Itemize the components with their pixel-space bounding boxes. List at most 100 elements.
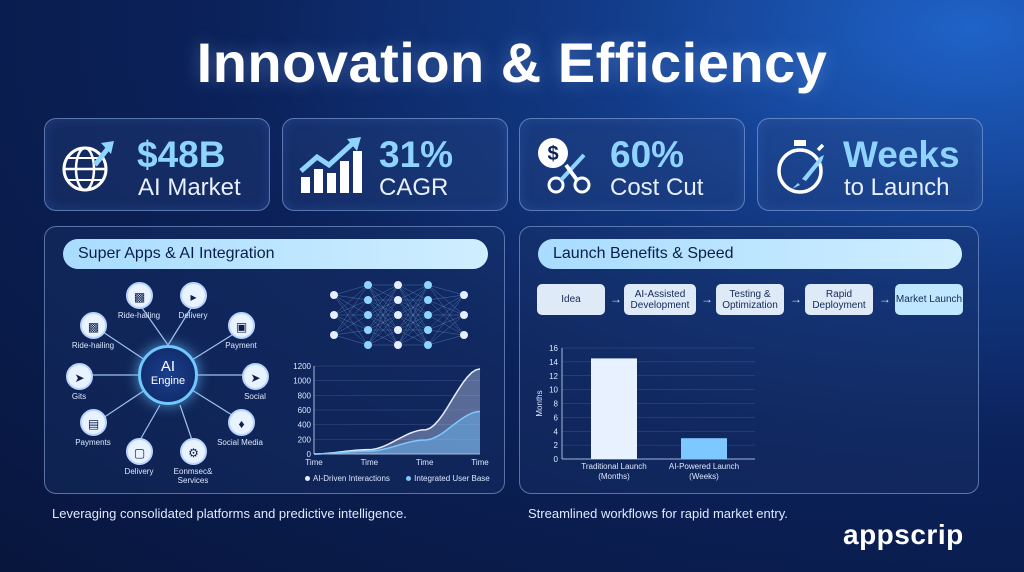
nn-link xyxy=(367,314,399,346)
y-tick-label: 600 xyxy=(298,406,312,415)
hub-label: Gits xyxy=(71,392,87,401)
nn-node xyxy=(394,281,402,289)
nn-link xyxy=(427,284,465,336)
wallet-icon: ▣ xyxy=(228,312,255,339)
globe-growth-icon xyxy=(62,141,114,192)
stat-card-launch: Weeks to Launch xyxy=(757,118,983,211)
x-tick-label: Time xyxy=(361,458,379,467)
growth-chart-icon xyxy=(299,137,362,193)
send-icon: ➤ xyxy=(242,363,269,390)
nn-link xyxy=(427,299,465,336)
svg-text:$: $ xyxy=(547,143,558,165)
stat-card-cagr: 31% CAGR xyxy=(282,118,508,211)
stat-value: 60% xyxy=(610,134,685,175)
nn-link xyxy=(397,284,429,316)
hub-label: Payments xyxy=(75,438,111,447)
y-tick-label: 1200 xyxy=(293,362,311,371)
nn-node xyxy=(394,296,402,304)
arrow-right-icon: → xyxy=(879,292,891,306)
x-tick-label: Time xyxy=(416,458,434,467)
nn-link xyxy=(397,284,429,301)
gear-icon: ⚙ xyxy=(180,438,207,465)
y-tick-label: 0 xyxy=(307,450,312,459)
car-icon: ▩ xyxy=(80,312,107,339)
nn-link xyxy=(397,329,429,346)
nn-link xyxy=(397,284,429,331)
nn-link xyxy=(333,314,369,331)
nn-link xyxy=(397,284,429,346)
y-tick-label: 16 xyxy=(549,344,558,353)
nn-link xyxy=(367,284,399,346)
y-tick-label: 2 xyxy=(554,441,559,450)
left-caption: Leveraging consolidated platforms and pr… xyxy=(52,506,407,521)
hub-label: Social Media xyxy=(217,438,263,447)
y-tick-label: 6 xyxy=(554,413,559,422)
launch-time-bar-chart: 0 2 4 6 8 10 12 14 16 Months Traditional Launch(Mo… xyxy=(535,344,755,481)
legend-entry: AI-Driven Interactions xyxy=(313,474,390,483)
panel-heading: Launch Benefits & Speed xyxy=(538,239,962,269)
nn-link xyxy=(427,294,465,301)
nn-link xyxy=(367,299,399,346)
nn-link xyxy=(427,314,465,346)
stat-card-ai-market: $48B AI Market xyxy=(44,118,270,211)
area-fill xyxy=(314,411,480,454)
nn-node xyxy=(460,331,468,339)
nn-link xyxy=(367,284,399,301)
nn-node xyxy=(424,341,432,349)
nn-link xyxy=(333,284,369,296)
legend-marker-icon xyxy=(406,476,412,481)
y-tick-label: 0 xyxy=(554,455,559,464)
nn-node xyxy=(460,291,468,299)
neural-network-illustration xyxy=(330,281,468,349)
nn-link xyxy=(397,299,429,346)
area-fill xyxy=(314,368,480,454)
nn-link xyxy=(333,299,369,316)
legend-entry: Integrated User Base xyxy=(414,474,490,483)
nn-link xyxy=(333,294,369,316)
nn-link xyxy=(333,314,369,346)
x-tick-label: Time xyxy=(471,458,489,467)
nn-link xyxy=(397,314,429,346)
arrow-right-icon: → xyxy=(701,292,713,306)
stat-label: to Launch xyxy=(844,174,950,201)
nn-link xyxy=(427,294,465,331)
nn-node xyxy=(394,341,402,349)
card-icon: ▤ xyxy=(80,409,107,436)
bar xyxy=(681,438,727,459)
stat-label: Cost Cut xyxy=(610,174,704,201)
right-caption: Streamlined workflows for rapid market e… xyxy=(528,506,788,521)
flow-step: Rapid Deployment xyxy=(805,284,873,315)
flow-step: Testing & Optimization xyxy=(716,284,784,315)
nn-node xyxy=(364,326,372,334)
nn-link xyxy=(427,294,465,316)
stopwatch-rocket-icon xyxy=(777,140,825,194)
page-title: Innovation & Efficiency xyxy=(196,31,828,94)
y-tick-label: 400 xyxy=(298,421,312,430)
nn-link xyxy=(427,284,465,296)
stat-label: AI Market xyxy=(138,174,241,201)
x-tick-label: Time xyxy=(305,458,323,467)
y-axis-label: Months xyxy=(535,390,544,416)
nn-link xyxy=(427,314,465,331)
y-tick-label: 12 xyxy=(549,372,558,381)
y-tick-label: 14 xyxy=(549,358,558,367)
nn-node xyxy=(364,311,372,319)
nn-node xyxy=(330,331,338,339)
hub-label: Eonmsec& Services xyxy=(173,467,213,485)
hub-label: Payment xyxy=(225,341,257,350)
engine-line1: AI xyxy=(160,358,176,375)
y-tick-label: 10 xyxy=(549,386,558,395)
nn-node xyxy=(424,326,432,334)
nn-node xyxy=(364,281,372,289)
x-tick-label: Traditional Launch xyxy=(581,462,647,471)
nn-link xyxy=(427,329,465,336)
cost-cut-icon: $ xyxy=(538,138,591,194)
series-line xyxy=(313,368,481,455)
growth-area-chart: 0 200 400 600 800 1000 1200 Time Time Time Time xyxy=(293,362,489,467)
area-legend: AI-Driven Interactions Integrated User B… xyxy=(305,474,490,483)
hub-label: Ride-hailing xyxy=(71,341,115,350)
nn-link xyxy=(427,284,465,316)
stat-value: Weeks xyxy=(843,134,960,175)
nn-link xyxy=(333,334,369,346)
bar xyxy=(591,358,637,459)
